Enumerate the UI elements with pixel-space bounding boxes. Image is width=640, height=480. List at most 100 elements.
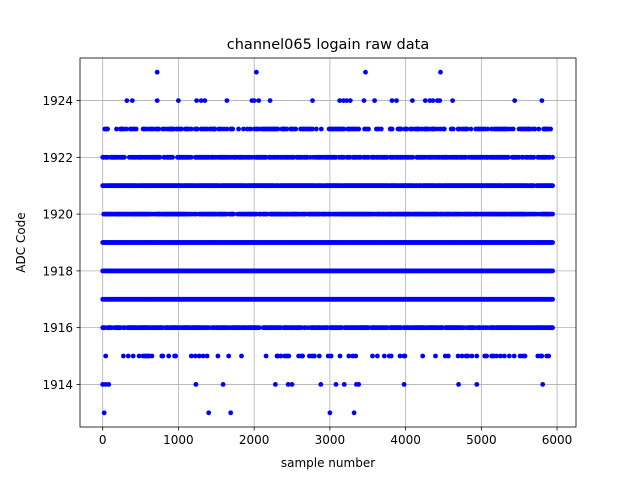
data-point xyxy=(539,98,545,103)
data-point xyxy=(318,126,324,132)
data-point xyxy=(388,353,394,359)
y-axis-label: ADC Code xyxy=(14,212,28,272)
data-point xyxy=(485,126,490,132)
data-point xyxy=(123,126,129,132)
data-point xyxy=(401,382,407,387)
data-point xyxy=(318,382,324,387)
data-point xyxy=(372,98,377,103)
data-point xyxy=(438,69,443,75)
data-point xyxy=(154,69,160,75)
data-point xyxy=(130,353,136,359)
data-point xyxy=(275,126,281,132)
x-axis-label: sample number xyxy=(281,456,375,470)
data-point xyxy=(206,410,212,416)
data-point xyxy=(536,126,542,132)
data-point xyxy=(375,353,380,359)
axis-ticks: 0 1000 2000 3000 4000 5000 6000 1914 1916 1918 192… xyxy=(42,94,572,447)
data-point xyxy=(202,98,208,103)
data-point xyxy=(389,98,395,103)
plot-frame xyxy=(79,57,577,428)
data-point xyxy=(256,98,262,103)
data-point xyxy=(378,126,384,132)
data-point xyxy=(437,98,443,103)
data-point xyxy=(228,410,234,416)
data-point xyxy=(170,154,176,160)
data-point xyxy=(337,353,343,359)
y-tick-label: 1918 xyxy=(42,264,73,278)
data-point xyxy=(456,382,461,387)
data-point xyxy=(370,353,375,359)
data-point xyxy=(106,382,112,387)
data-point xyxy=(344,98,349,103)
data-point xyxy=(188,353,194,359)
data-point xyxy=(341,382,347,387)
data-point xyxy=(293,126,299,132)
data-point xyxy=(550,296,555,302)
data-point xyxy=(505,154,511,160)
data-point xyxy=(410,154,416,160)
data-point xyxy=(122,154,127,160)
data-point xyxy=(366,126,371,132)
data-point xyxy=(398,126,404,132)
data-point xyxy=(397,353,403,359)
data-point xyxy=(236,126,242,132)
data-point xyxy=(154,98,160,103)
data-point xyxy=(468,126,474,132)
x-tick-label: 3000 xyxy=(315,433,346,447)
data-point xyxy=(300,353,305,359)
data-point xyxy=(550,268,555,274)
data-point xyxy=(103,353,109,359)
y-tick-label: 1914 xyxy=(42,378,73,392)
data-point xyxy=(381,353,387,359)
data-point xyxy=(540,382,546,387)
data-point xyxy=(506,353,512,359)
data-point xyxy=(465,353,471,359)
data-point xyxy=(215,353,221,359)
data-point xyxy=(410,98,415,103)
data-point xyxy=(313,126,319,132)
data-point xyxy=(328,353,334,359)
data-point xyxy=(224,98,230,103)
data-point xyxy=(267,98,273,103)
data-point xyxy=(200,353,206,359)
data-point xyxy=(351,410,357,416)
data-point xyxy=(188,154,194,160)
data-point xyxy=(531,154,537,160)
x-tick-label: 6000 xyxy=(542,433,573,447)
data-point xyxy=(433,353,438,359)
data-point xyxy=(204,353,210,359)
data-point xyxy=(510,126,516,132)
data-point xyxy=(239,353,244,359)
data-point xyxy=(474,382,480,387)
data-point xyxy=(402,353,408,359)
data-point xyxy=(404,126,410,132)
data-point xyxy=(125,353,131,359)
data-point xyxy=(136,353,142,359)
data-point xyxy=(361,98,367,103)
data-points xyxy=(100,69,555,416)
data-point xyxy=(389,126,395,132)
data-point xyxy=(474,353,480,359)
data-point xyxy=(256,325,262,331)
x-tick-label: 2000 xyxy=(239,433,270,447)
data-point xyxy=(346,353,352,359)
data-point xyxy=(337,98,343,103)
data-point xyxy=(333,382,339,387)
data-point xyxy=(286,353,292,359)
data-point xyxy=(430,98,436,103)
data-point xyxy=(356,382,362,387)
data-point xyxy=(356,126,362,132)
data-point xyxy=(327,410,333,416)
data-point xyxy=(464,126,470,132)
data-point xyxy=(502,353,507,359)
data-point xyxy=(226,353,232,359)
data-point xyxy=(241,126,246,132)
data-point xyxy=(212,126,218,132)
data-point xyxy=(133,126,139,132)
data-point xyxy=(114,126,119,132)
data-point xyxy=(347,98,353,103)
data-point xyxy=(550,211,555,217)
data-point xyxy=(353,353,359,359)
chart-title: channel065 logain raw data xyxy=(227,37,429,53)
x-tick-label: 4000 xyxy=(390,433,421,447)
